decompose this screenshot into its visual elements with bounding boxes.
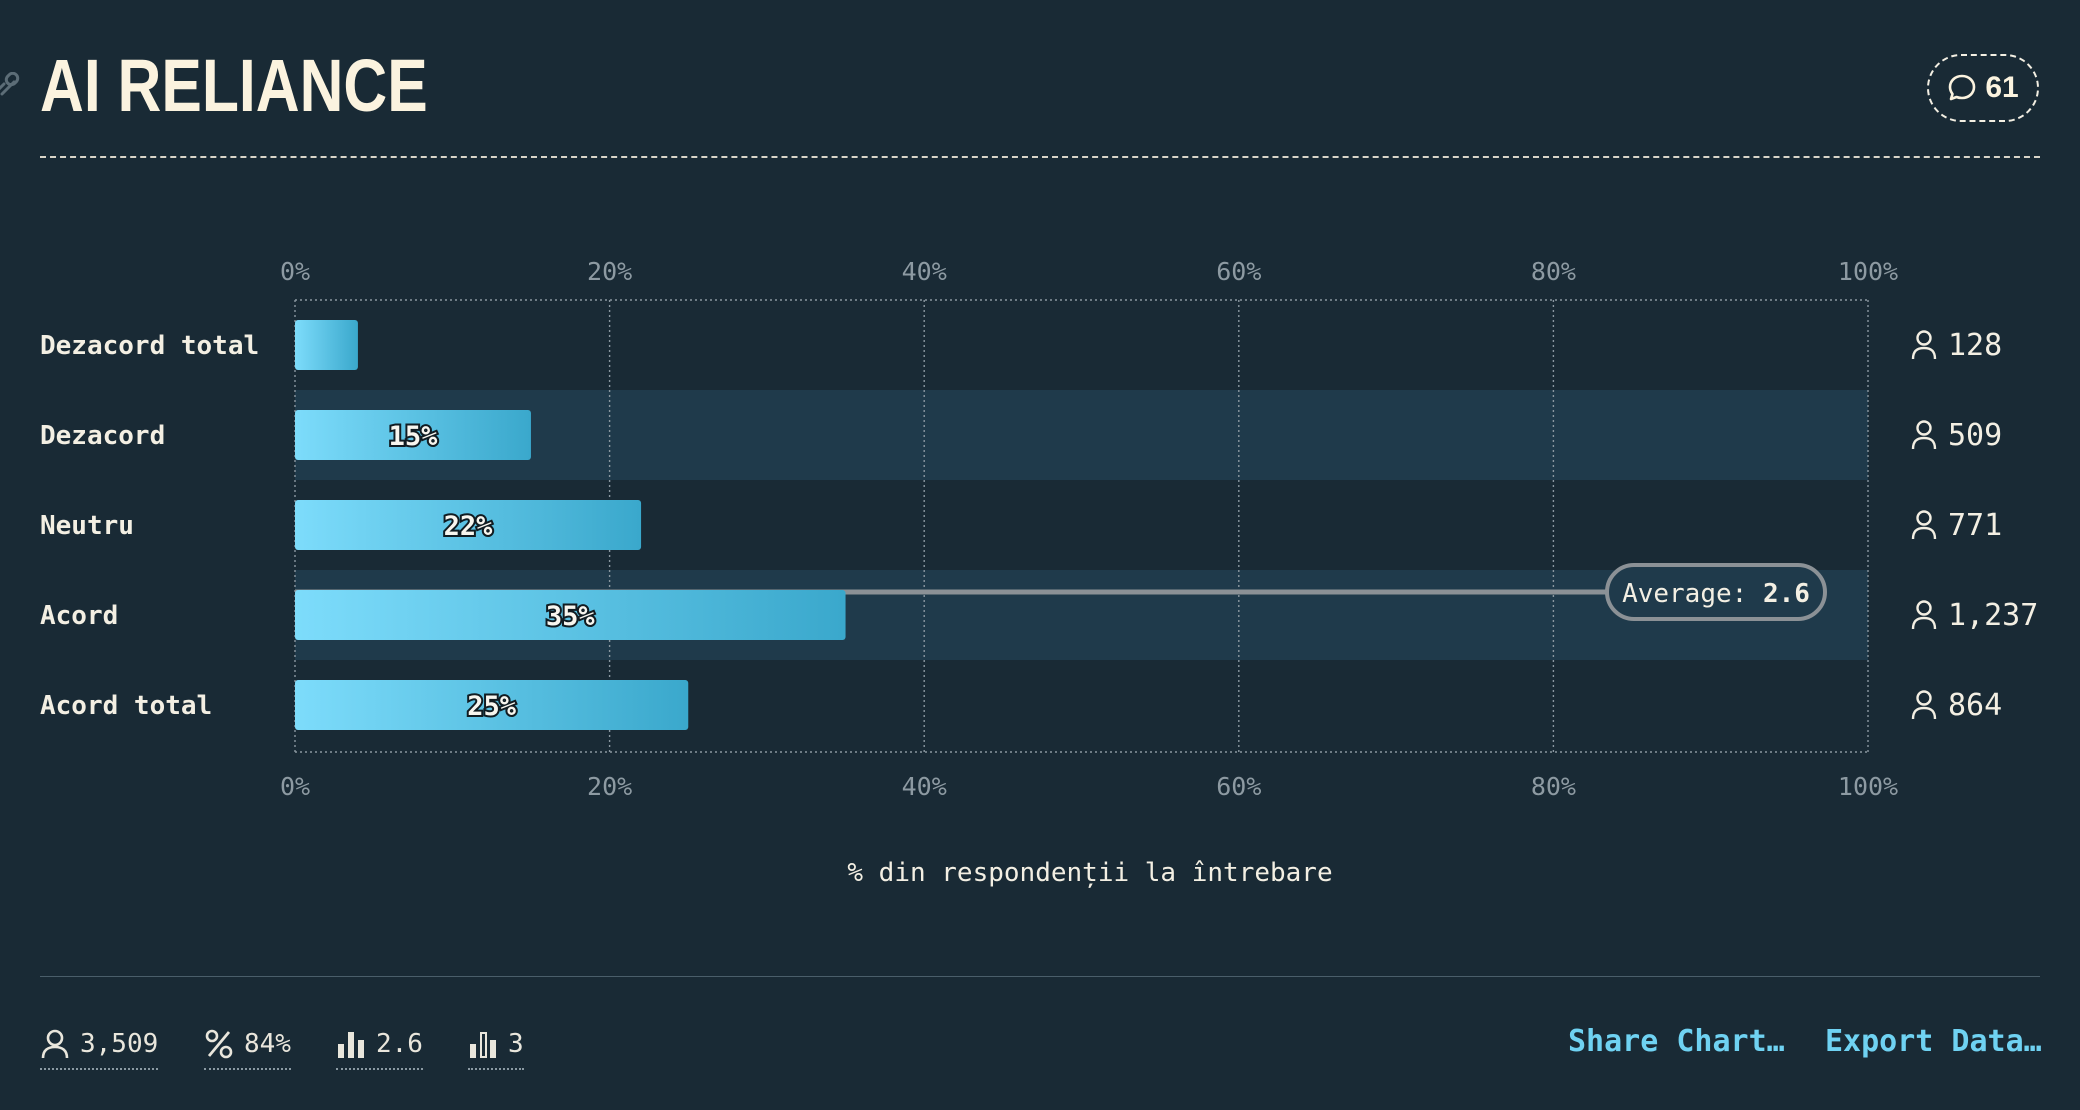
category-label: Dezacord: [40, 421, 165, 451]
x-tick-label-top: 80%: [1531, 257, 1576, 286]
respondent-count: 509: [1948, 418, 2002, 453]
category-label: Dezacord total: [40, 331, 259, 361]
bar-chart-outline-icon: [470, 1032, 496, 1058]
x-tick-label-top: 20%: [587, 257, 632, 286]
stat-value: 84%: [244, 1029, 291, 1059]
stat-value: 2.6: [376, 1029, 423, 1059]
x-tick-label-bottom: 80%: [1531, 772, 1576, 801]
comment-count: 61: [1985, 71, 2019, 104]
link-icon[interactable]: [0, 72, 20, 98]
category-label: Acord total: [40, 691, 212, 721]
respondent-count: 1,237: [1948, 598, 2038, 633]
bar-value-label: 35%: [546, 601, 596, 632]
x-tick-label-bottom: 20%: [587, 772, 632, 801]
bar-chart-icon: [338, 1032, 364, 1058]
stat-value: 3,509: [80, 1029, 159, 1059]
percent-icon: [205, 1029, 233, 1059]
person-icon: [41, 1029, 69, 1059]
category-label: Neutru: [40, 511, 134, 541]
x-tick-label-top: 0%: [280, 257, 310, 286]
x-tick-label-bottom: 0%: [280, 772, 310, 801]
x-tick-label-bottom: 100%: [1838, 772, 1898, 801]
comment-bubble-icon: [1949, 74, 1976, 101]
stat-respondents[interactable]: 3,509: [40, 1024, 159, 1070]
x-tick-label-bottom: 60%: [1216, 772, 1261, 801]
bar[interactable]: [295, 410, 531, 460]
person-icon: [1911, 330, 1937, 360]
share-chart-link[interactable]: Share Chart…: [1568, 1024, 1785, 1059]
person-icon: [1911, 420, 1937, 450]
person-icon: [1911, 690, 1937, 720]
bar[interactable]: [295, 320, 358, 370]
bar-chart: Average: 2.6 0% 0% 20% 20% 40% 40% 60% 60% 80% 80…: [40, 257, 2038, 801]
page-title: AI RELIANCE: [40, 44, 428, 127]
x-axis-title: % din respondenții la întrebare: [847, 858, 1333, 888]
category-label: Acord: [40, 601, 118, 631]
person-icon: [1911, 600, 1937, 630]
export-data-link[interactable]: Export Data…: [1825, 1024, 2042, 1059]
stat-median[interactable]: 3: [468, 1024, 524, 1070]
x-tick-label-top: 40%: [902, 257, 947, 286]
average-badge: [1605, 563, 1827, 621]
respondent-count: 128: [1948, 328, 2002, 363]
footer-divider: [40, 976, 2040, 977]
comments-button[interactable]: 61: [1927, 54, 2039, 122]
row-band: [295, 390, 1868, 480]
average-label: Average: 2.6: [1622, 579, 1810, 609]
bar-value-label: 25%: [467, 691, 517, 722]
bar-value-label: 15%: [389, 421, 439, 452]
respondent-count: 864: [1948, 688, 2002, 723]
bar[interactable]: [295, 680, 689, 730]
x-tick-label-bottom: 40%: [902, 772, 947, 801]
person-icon: [1911, 510, 1937, 540]
stat-value: 3: [508, 1029, 524, 1059]
bar[interactable]: [295, 500, 642, 550]
stat-percent[interactable]: 84%: [204, 1024, 291, 1070]
header-divider: [40, 156, 2040, 158]
respondent-count: 771: [1948, 508, 2002, 543]
x-tick-label-top: 100%: [1838, 257, 1898, 286]
x-tick-label-top: 60%: [1216, 257, 1261, 286]
bar-value-label: 22%: [444, 511, 494, 542]
stat-average[interactable]: 2.6: [336, 1024, 423, 1070]
bar[interactable]: [295, 590, 846, 640]
